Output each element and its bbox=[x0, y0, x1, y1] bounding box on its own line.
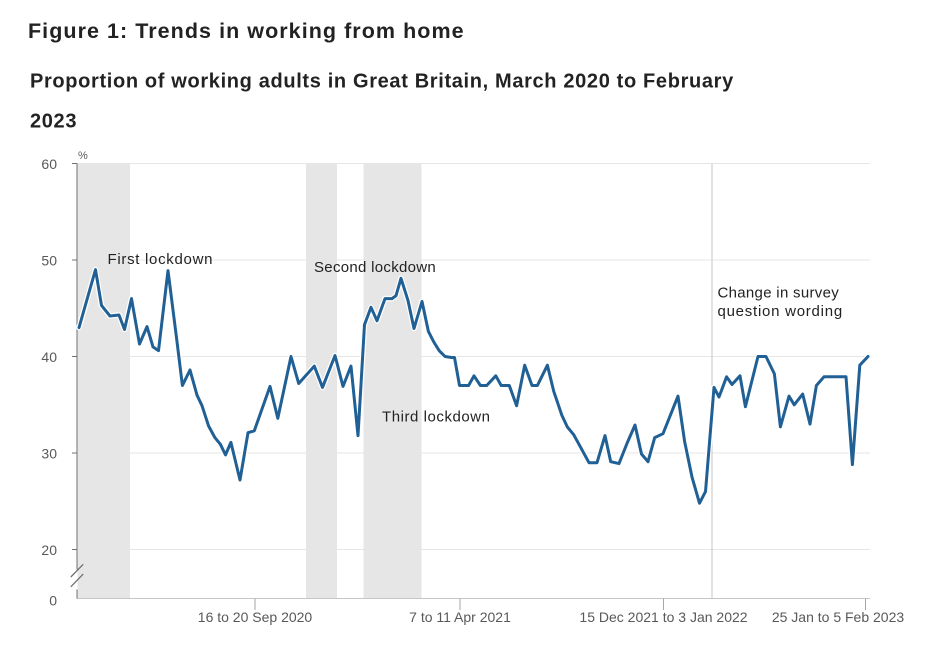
svg-text:2023: 2023 bbox=[30, 111, 77, 133]
svg-text:16 to 20 Sep 2020: 16 to 20 Sep 2020 bbox=[198, 609, 313, 625]
svg-text:25 Jan to 5 Feb 2023: 25 Jan to 5 Feb 2023 bbox=[772, 609, 905, 625]
svg-text:50: 50 bbox=[41, 253, 57, 269]
svg-text:Third lockdown: Third lockdown bbox=[382, 409, 491, 426]
svg-text:%: % bbox=[78, 150, 88, 162]
svg-text:Second lockdown: Second lockdown bbox=[314, 259, 436, 276]
svg-text:60: 60 bbox=[41, 156, 57, 172]
svg-text:30: 30 bbox=[41, 446, 57, 462]
svg-text:Figure 1: Trends in working fr: Figure 1: Trends in working from home bbox=[28, 19, 465, 43]
svg-text:Change in survey: Change in survey bbox=[718, 284, 840, 301]
svg-text:question wording: question wording bbox=[718, 303, 843, 320]
svg-text:0: 0 bbox=[49, 593, 57, 609]
svg-text:Proportion of working adults i: Proportion of working adults in Great Br… bbox=[30, 71, 734, 93]
svg-text:15 Dec 2021 to 3 Jan 2022: 15 Dec 2021 to 3 Jan 2022 bbox=[579, 609, 747, 625]
svg-text:First lockdown: First lockdown bbox=[108, 251, 214, 268]
svg-text:7 to 11 Apr 2021: 7 to 11 Apr 2021 bbox=[409, 609, 511, 625]
svg-text:40: 40 bbox=[41, 349, 57, 365]
svg-text:20: 20 bbox=[41, 542, 57, 558]
